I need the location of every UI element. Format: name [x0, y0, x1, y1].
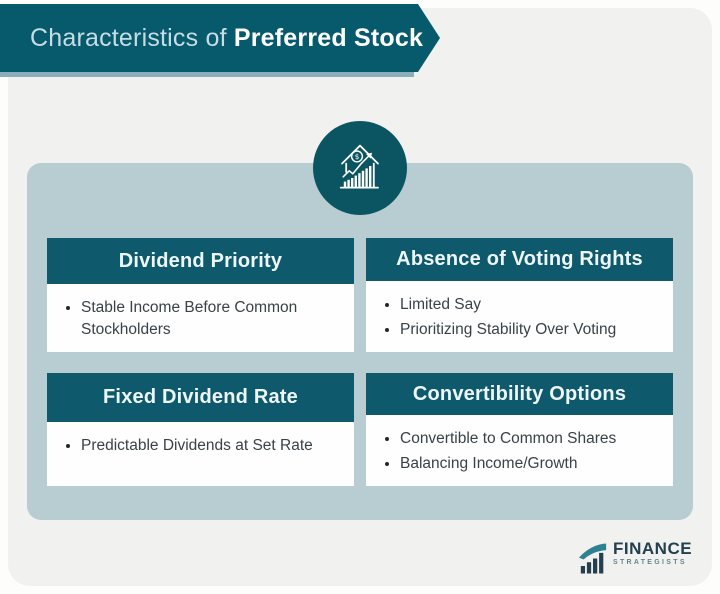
bullet-item: Limited Say [400, 294, 616, 316]
bullet-item: Predictable Dividends at Set Rate [81, 435, 313, 457]
svg-text:$: $ [355, 152, 360, 161]
bullet-item: Stable Income Before Common Stockholders [81, 297, 342, 341]
page-title-bold: Preferred Stock [233, 23, 424, 52]
bullet-item: Balancing Income/Growth [400, 453, 616, 475]
title-banner: Characteristics of Preferred Stock [0, 4, 440, 72]
card-body: Stable Income Before Common Stockholders [47, 284, 354, 352]
bullet-list: Stable Income Before Common Stockholders [63, 294, 342, 344]
card-dividend-priority: Dividend Priority Stable Income Before C… [47, 238, 354, 352]
page-title: Characteristics of Preferred Stock [30, 24, 423, 53]
page-title-regular: Characteristics of [30, 23, 234, 52]
finance-strategists-logo: FINANCE STRATEGISTS [578, 540, 692, 576]
card-title: Convertibility Options [412, 382, 627, 405]
bullet-list: Predictable Dividends at Set Rate [63, 432, 313, 460]
bullet-list: Convertible to Common Shares Balancing I… [382, 425, 616, 478]
cards-panel: Dividend Priority Stable Income Before C… [27, 163, 693, 520]
finance-strategists-logo-icon [578, 541, 608, 576]
card-body: Limited Say Prioritizing Stability Over … [366, 281, 673, 352]
logo-subtitle: STRATEGISTS [613, 559, 687, 566]
card-convertibility-options: Convertibility Options Convertible to Co… [366, 373, 673, 486]
card-title: Dividend Priority [118, 249, 283, 272]
card-header: Convertibility Options [366, 373, 673, 415]
card-absence-of-voting-rights: Absence of Voting Rights Limited Say Pri… [366, 238, 673, 352]
banner-underline [0, 72, 414, 77]
card-header: Fixed Dividend Rate [47, 373, 354, 422]
bullet-item: Prioritizing Stability Over Voting [400, 319, 616, 341]
hero-icon-circle: $ [313, 121, 407, 215]
card-header: Dividend Priority [47, 238, 354, 284]
card-title: Absence of Voting Rights [396, 248, 643, 270]
bullet-item: Convertible to Common Shares [400, 428, 616, 450]
logo-text: FINANCE STRATEGISTS [613, 540, 692, 566]
card-fixed-dividend-rate: Fixed Dividend Rate Predictable Dividend… [47, 373, 354, 486]
card-body: Predictable Dividends at Set Rate [47, 422, 354, 486]
card-title: Fixed Dividend Rate [103, 386, 298, 408]
house-growth-chart-dollar-icon: $ [330, 136, 390, 201]
logo-name: FINANCE [613, 539, 693, 558]
card-header: Absence of Voting Rights [366, 238, 673, 281]
bullet-list: Limited Say Prioritizing Stability Over … [382, 291, 616, 344]
card-body: Convertible to Common Shares Balancing I… [366, 415, 673, 486]
